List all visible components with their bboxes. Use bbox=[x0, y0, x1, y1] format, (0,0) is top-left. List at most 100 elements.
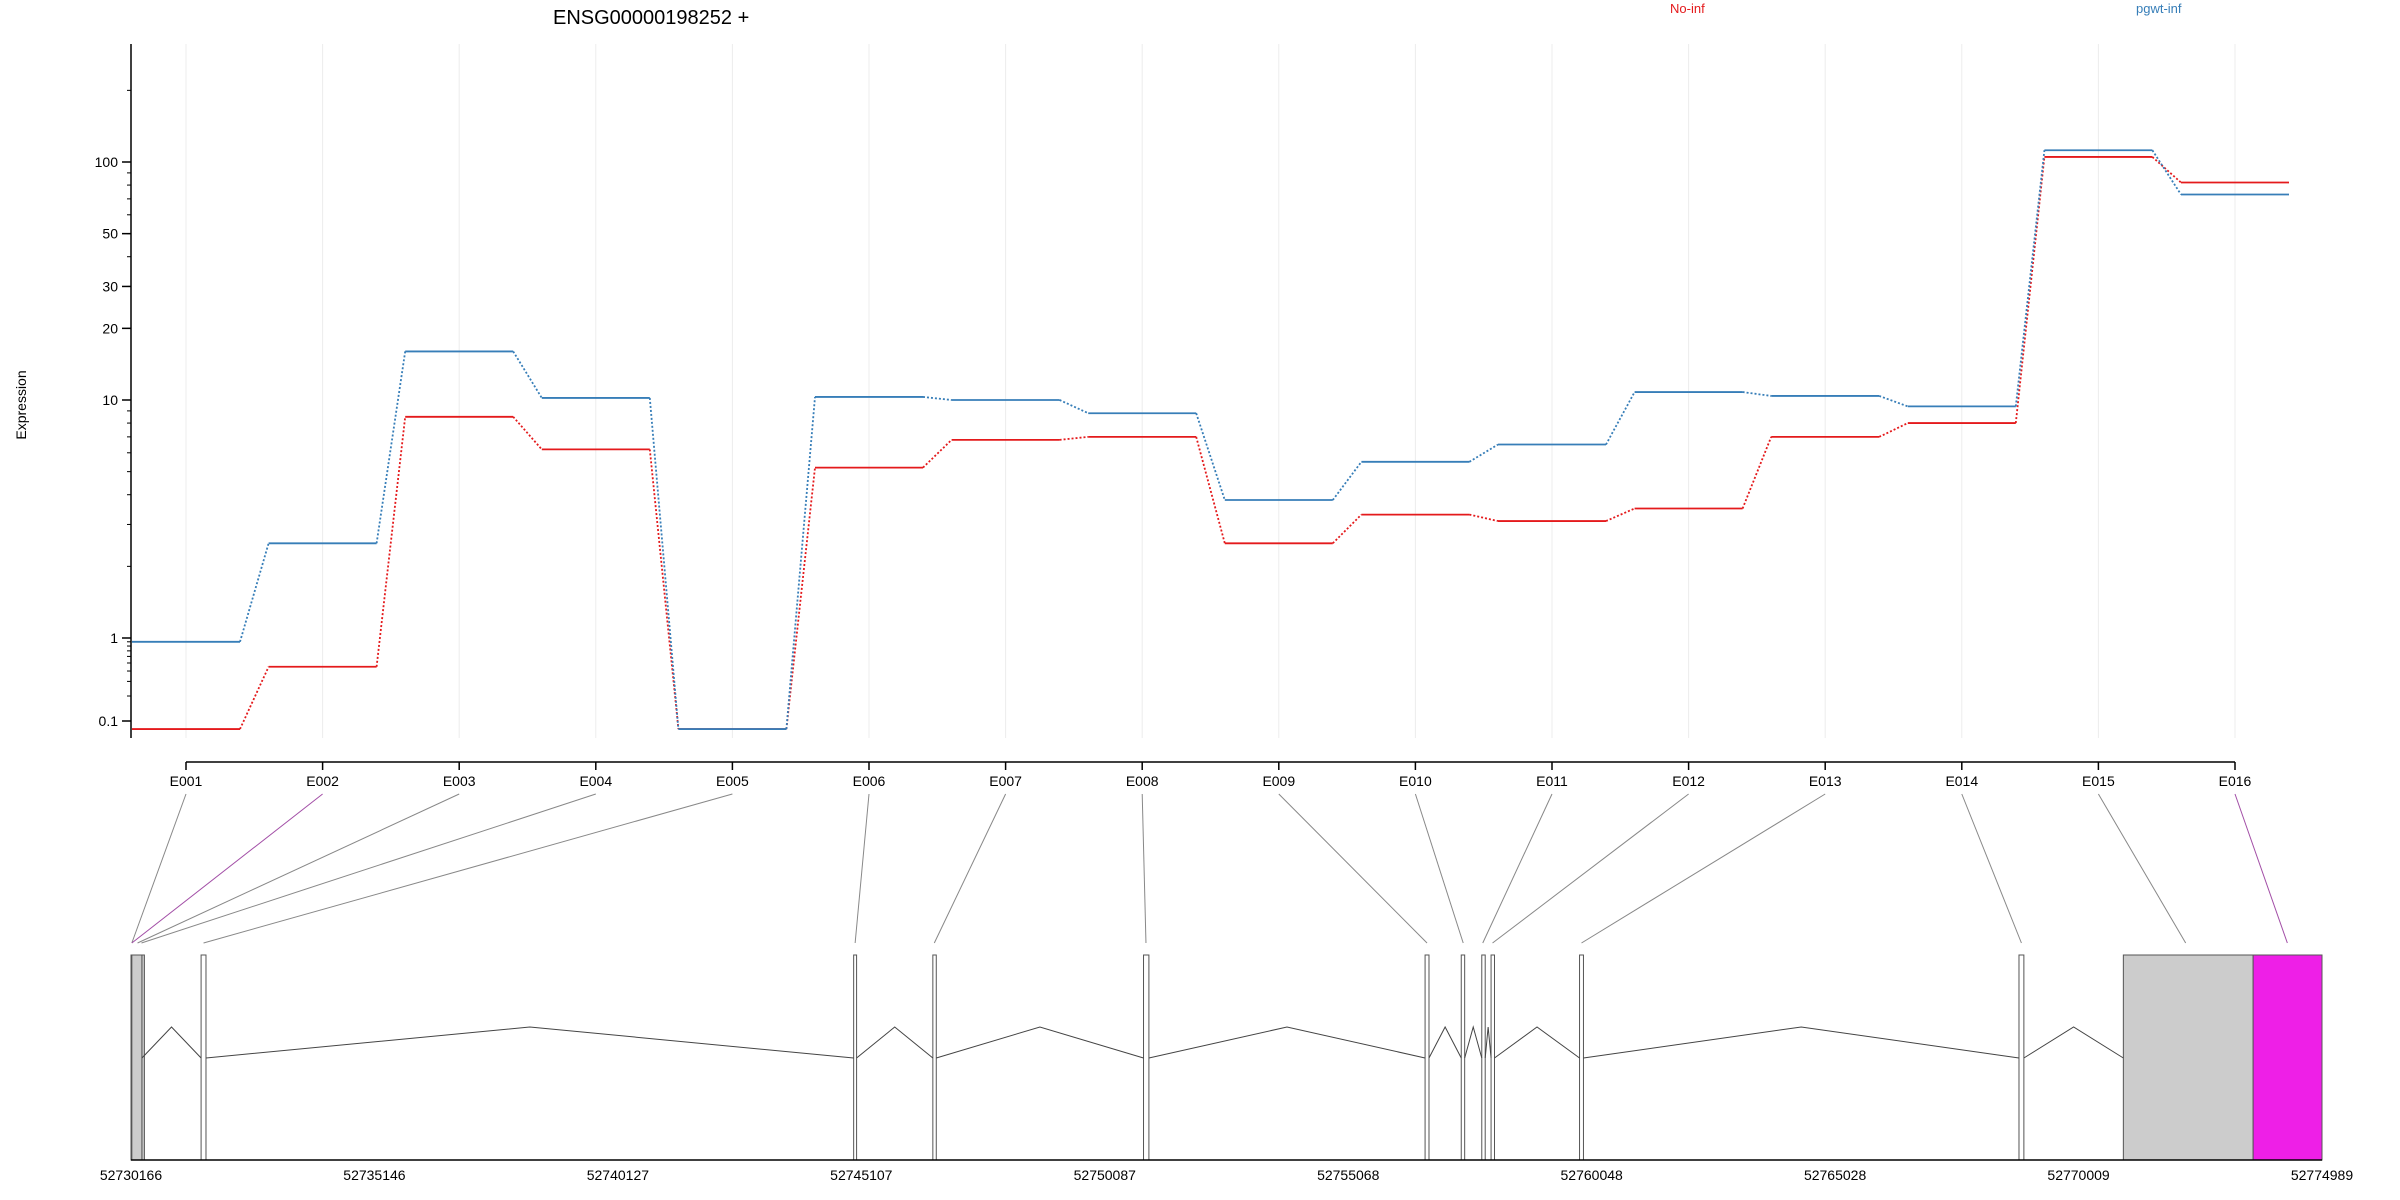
gene-axis-label: 52740127 bbox=[587, 1167, 650, 1183]
connector-e009 bbox=[1278, 793, 1428, 944]
pgwt-inf-transition bbox=[1332, 461, 1363, 501]
gene-axis-label: 52750087 bbox=[1074, 1167, 1137, 1183]
pgwt-inf-transition bbox=[1878, 395, 1909, 408]
connector-e013 bbox=[1581, 793, 1826, 944]
no-inf-transition bbox=[1469, 513, 1499, 522]
no-inf-transition bbox=[1332, 513, 1363, 544]
exon-box bbox=[2252, 954, 2323, 1161]
pgwt-inf-transition bbox=[922, 396, 952, 401]
pgwt-inf-transition bbox=[1468, 443, 1499, 463]
x-tick-label: E007 bbox=[989, 773, 1022, 789]
x-tick-label: E001 bbox=[170, 773, 203, 789]
intron-line bbox=[1583, 1026, 2020, 1059]
connector-e012 bbox=[1492, 793, 1689, 944]
gene-axis-label: 52755068 bbox=[1317, 1167, 1380, 1183]
series-layer bbox=[132, 149, 2289, 730]
connector-e006 bbox=[854, 793, 870, 944]
y-tick-label: 30 bbox=[102, 278, 118, 294]
pgwt-inf-transition bbox=[512, 350, 543, 399]
exon-box bbox=[131, 954, 143, 1161]
no-inf-transition bbox=[1741, 436, 1773, 509]
pgwt-inf-transition bbox=[2014, 150, 2046, 407]
intron-line bbox=[1464, 1025, 1483, 1059]
y-tick-label: 1 bbox=[110, 630, 118, 646]
exon-box bbox=[1490, 954, 1495, 1161]
no-inf-transition bbox=[785, 467, 816, 730]
pgwt-inf-transition bbox=[1195, 412, 1226, 501]
pgwt-inf-transition bbox=[2151, 149, 2182, 196]
x-tick-label: E014 bbox=[1945, 773, 1978, 789]
no-inf-transition bbox=[512, 416, 543, 451]
pgwt-inf-transition bbox=[1605, 391, 1636, 445]
no-inf-transition bbox=[239, 666, 270, 730]
connector-e001 bbox=[131, 793, 187, 944]
x-tick-label: E011 bbox=[1536, 773, 1568, 789]
pgwt-inf-transition bbox=[1742, 391, 1772, 397]
x-tick-label: E012 bbox=[1672, 773, 1705, 789]
connector-e004 bbox=[141, 793, 596, 944]
x-tick-label: E013 bbox=[1809, 773, 1842, 789]
exon-box bbox=[1424, 954, 1430, 1161]
intron-line bbox=[1484, 1026, 1492, 1059]
x-tick-label: E005 bbox=[716, 773, 749, 789]
connector-layer bbox=[131, 793, 2288, 944]
no-inf-transition bbox=[1878, 422, 1909, 438]
x-tick-label: E003 bbox=[443, 773, 476, 789]
exon-box bbox=[2122, 954, 2254, 1161]
exon-box bbox=[1143, 954, 1150, 1161]
no-inf-transition bbox=[2151, 156, 2182, 184]
x-tick-label: E016 bbox=[2219, 773, 2252, 789]
axes-layer: 100 50 30 20 10 1 0.1 E001 E002 E003 E004 E005 E006 E… bbox=[95, 44, 2252, 789]
x-tick-label: E009 bbox=[1262, 773, 1295, 789]
y-tick-label: 0.1 bbox=[99, 713, 119, 729]
pgwt-inf-transition bbox=[648, 397, 680, 730]
connector-e002 bbox=[131, 793, 323, 944]
y-tick-label: 100 bbox=[95, 154, 119, 170]
x-tick-label: E004 bbox=[579, 773, 612, 789]
connector-e003 bbox=[137, 793, 460, 944]
intron-line bbox=[141, 1026, 202, 1059]
no-inf-transition bbox=[1195, 436, 1226, 544]
exon-box bbox=[1579, 954, 1584, 1161]
gene-axis-label: 52745107 bbox=[830, 1167, 893, 1183]
exon-box bbox=[2018, 954, 2025, 1161]
pgwt-inf-transition bbox=[239, 543, 270, 643]
gene-axis-label: 52770009 bbox=[2047, 1167, 2110, 1183]
no-inf-transition bbox=[1059, 435, 1089, 441]
gene-axis-label: 52774989 bbox=[2291, 1167, 2354, 1183]
legend-pgwt-inf: pgwt-inf bbox=[2136, 1, 2182, 16]
pgwt-inf-transition bbox=[785, 396, 816, 730]
intron-line bbox=[2023, 1026, 2124, 1059]
y-tick-label: 50 bbox=[102, 226, 118, 242]
legend-no-inf: No-inf bbox=[1670, 1, 1705, 16]
no-inf-transition bbox=[2014, 156, 2046, 424]
gene-axis-label: 52765028 bbox=[1804, 1167, 1867, 1183]
connector-e014 bbox=[1961, 793, 2022, 944]
intron-line bbox=[205, 1026, 854, 1059]
intron-line bbox=[1494, 1026, 1580, 1059]
x-tick-label: E015 bbox=[2082, 773, 2115, 789]
no-inf-transition bbox=[1605, 507, 1635, 522]
connector-e015 bbox=[2097, 793, 2187, 944]
intron-line bbox=[936, 1026, 1144, 1059]
exon-box bbox=[853, 954, 858, 1161]
connector-e010 bbox=[1414, 793, 1464, 944]
y-tick-label: 10 bbox=[102, 392, 118, 408]
no-inf-transition bbox=[922, 439, 953, 469]
connector-e016 bbox=[2234, 793, 2288, 944]
gene-axis-label: 52730166 bbox=[100, 1167, 163, 1183]
pgwt-inf-transition bbox=[1059, 399, 1089, 415]
y-axis-label: Expression bbox=[13, 370, 29, 439]
exon-box bbox=[200, 954, 207, 1161]
connector-e011 bbox=[1482, 793, 1553, 944]
gene-axis-label: 52760048 bbox=[1561, 1167, 1624, 1183]
x-tick-label: E006 bbox=[853, 773, 886, 789]
grid-layer bbox=[185, 44, 2236, 738]
y-tick-label: 20 bbox=[102, 320, 118, 336]
connector-e005 bbox=[203, 793, 733, 944]
chart-title: ENSG00000198252 + bbox=[553, 7, 749, 29]
x-tick-label: E008 bbox=[1126, 773, 1159, 789]
intron-line bbox=[1428, 1025, 1462, 1059]
connector-e008 bbox=[1141, 793, 1147, 944]
